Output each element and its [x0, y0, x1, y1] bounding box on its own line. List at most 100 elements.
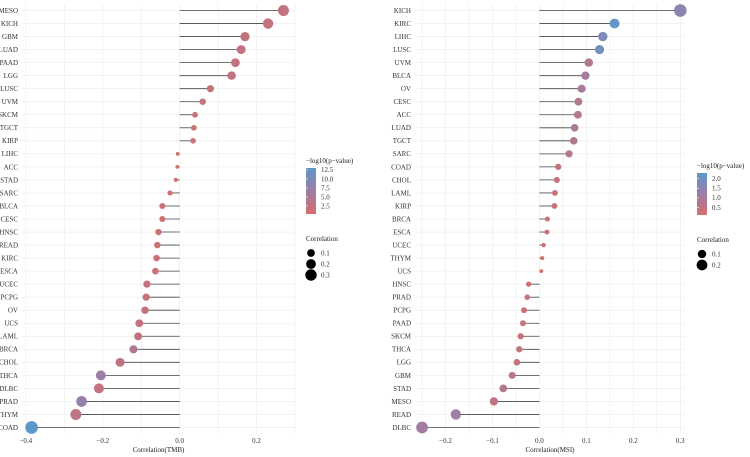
category-label: PRAD: [0, 398, 18, 406]
category-label: LGG: [4, 72, 18, 80]
x-tick-label: 0.0: [535, 437, 544, 445]
color-legend-title: −log10(p−value): [306, 157, 354, 165]
x-tick-label: −0.1: [486, 437, 499, 445]
point-gbm: [508, 371, 516, 379]
point-chol: [553, 176, 560, 183]
category-label: TGCT: [393, 137, 412, 145]
point-meso: [277, 5, 289, 17]
category-label: READ: [392, 411, 411, 419]
point-ucs: [539, 269, 544, 273]
x-tick-label: 0.1: [582, 437, 591, 445]
colorbar-tick-label: 2.0: [712, 175, 721, 183]
point-uvm: [199, 98, 206, 106]
category-label: GBM: [395, 372, 412, 380]
x-tick-label: −0.4: [19, 437, 32, 445]
x-tick-label: 0.2: [629, 437, 638, 445]
point-thca: [95, 370, 106, 381]
point-ucec: [143, 280, 151, 288]
point-lgg: [227, 71, 236, 80]
colorbar-tick-label: 12.5: [321, 166, 334, 174]
point-lihc: [175, 151, 180, 156]
colorbar-tick-label: 1.0: [712, 194, 721, 202]
category-label: UCS: [397, 268, 411, 276]
category-label: DLBC: [0, 385, 18, 393]
point-stad: [173, 177, 178, 183]
category-label: LUAD: [0, 46, 18, 54]
tmb-lollipop-panel: MESO KICH GBM LUAD PAAD LGG LUSC UVM SKCM TGCT KIR…: [0, 4, 296, 454]
point-tgct: [569, 137, 578, 145]
category-label: PAAD: [0, 59, 18, 67]
category-label: LIHC: [2, 150, 19, 158]
point-tgct: [191, 124, 197, 131]
category-label: SKCM: [0, 111, 19, 119]
point-kirp: [551, 203, 558, 209]
point-kich: [674, 4, 687, 17]
category-label: KIRP: [2, 137, 18, 145]
category-label: KICH: [394, 7, 411, 15]
category-label: LGG: [397, 359, 411, 367]
grid-lines: [22, 4, 296, 434]
point-blca: [159, 202, 166, 209]
x-tick-label: −0.2: [96, 437, 109, 445]
point-kirp: [190, 138, 196, 144]
size-legend-label: 0.1: [712, 250, 721, 258]
point-skcm: [517, 333, 524, 340]
category-label: LAML: [0, 333, 18, 341]
point-skcm: [192, 111, 198, 118]
point-cesc: [159, 215, 166, 223]
point-prad: [76, 396, 87, 407]
category-label: STAD: [393, 385, 411, 393]
category-label: BLCA: [392, 72, 411, 80]
category-label: UCS: [4, 320, 18, 328]
category-label: CHOL: [392, 176, 411, 184]
colorbar-tick-label: 0.5: [712, 204, 721, 212]
category-label: LUSC: [0, 85, 18, 93]
category-label: HNSC: [0, 228, 18, 236]
point-thym: [540, 256, 545, 261]
category-label: ACC: [4, 163, 19, 171]
colorbar-tick-label: 10.0: [321, 175, 334, 183]
point-gbm: [240, 31, 250, 42]
size-legend-title: Correlation: [697, 236, 729, 244]
category-label: ESCA: [0, 268, 18, 276]
point-prad: [524, 294, 530, 300]
x-tick-label: 0.3: [676, 437, 685, 445]
point-brca: [129, 345, 138, 354]
category-label: KICH: [1, 20, 18, 28]
category-label: CHOL: [0, 359, 18, 367]
point-ucec: [541, 242, 546, 248]
msi-lollipop-panel: KICH KIRC LIHC LUSC UVM BLCA OV CESC ACC LUAD TGCT…: [390, 4, 687, 454]
category-label: ACC: [397, 111, 412, 119]
x-tick-label: 0.0: [175, 437, 184, 445]
point-sarc: [167, 190, 173, 196]
category-label: THYM: [390, 254, 411, 262]
category-label: UCEC: [392, 241, 411, 249]
colorbar-tick-label: 2.5: [321, 202, 330, 210]
msi-legend: −log10(p−value) 2.0 1.51.0 0.5 Correlation 0.…: [696, 162, 745, 271]
point-luad: [236, 45, 246, 55]
category-label: COAD: [391, 163, 411, 171]
point-dlbc: [93, 383, 104, 394]
point-esca: [544, 229, 550, 235]
point-read: [450, 409, 462, 420]
category-label: MESO: [0, 7, 18, 15]
point-ov: [577, 84, 586, 93]
point-paad: [231, 58, 240, 68]
category-label: LUAD: [392, 124, 411, 132]
x-axis-title: Correlation(MSI): [526, 446, 576, 454]
category-label: UCEC: [0, 281, 18, 289]
size-legend-dot: [305, 269, 317, 281]
colorbar-tick-label: 5.0: [321, 193, 330, 201]
size-legend-dot: [696, 259, 708, 271]
category-label: OV: [8, 307, 18, 315]
point-acc: [175, 164, 180, 169]
point-meso: [489, 397, 499, 406]
point-kich: [262, 18, 274, 29]
point-ov: [141, 306, 149, 314]
colorbar-tick-label: 1.5: [712, 185, 721, 193]
point-esca: [152, 267, 159, 275]
point-paad: [519, 320, 527, 327]
category-label: LUSC: [393, 46, 411, 54]
category-label: PRAD: [392, 294, 411, 302]
